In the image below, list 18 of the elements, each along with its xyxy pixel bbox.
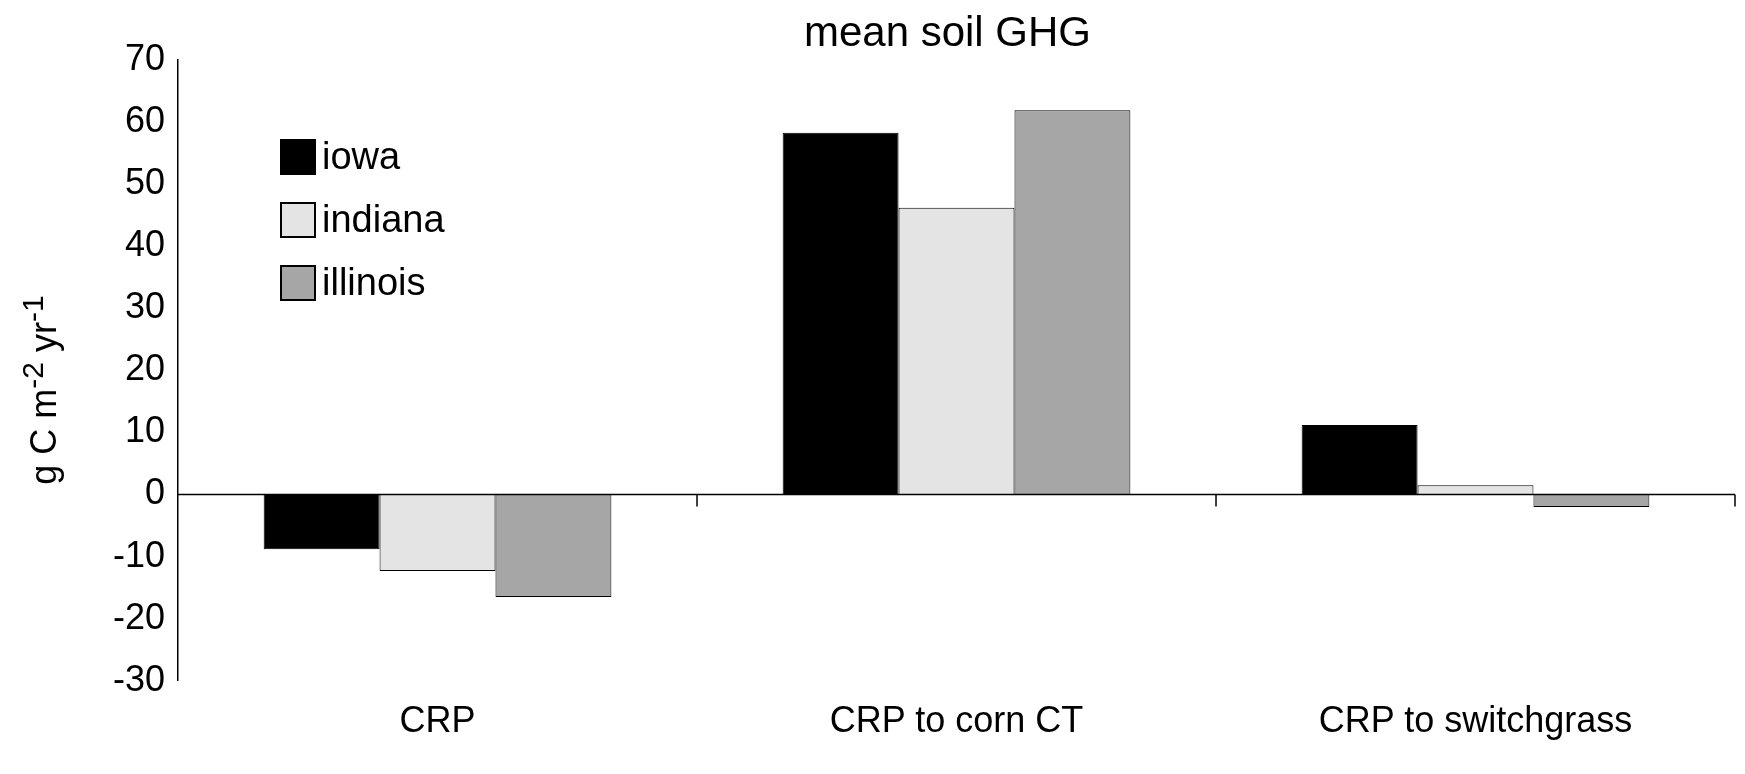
chart-title: mean soil GHG: [803, 8, 1092, 55]
legend-label: iowa: [322, 135, 401, 178]
x-tick-label: CRP to corn CT: [829, 699, 1084, 741]
y-tick-label: 60: [124, 99, 166, 140]
y-tick-label: -30: [113, 657, 166, 699]
x-tick-label: CRP to switchgrass: [1318, 699, 1633, 741]
y-tick-label: 70: [124, 36, 166, 78]
y-tick-label: 40: [124, 223, 166, 265]
y-tick-label: -20: [113, 595, 166, 637]
y-tick-label: 0: [145, 471, 166, 513]
y-tick-label: 30: [124, 285, 166, 327]
legend-label: illinois: [322, 261, 426, 304]
y-tick-label: 50: [124, 161, 166, 203]
y-tick-label: -10: [113, 533, 166, 575]
x-tick-label: CRP: [399, 699, 476, 741]
y-tick-label: 10: [124, 409, 166, 451]
legend-label: indiana: [322, 198, 445, 241]
y-tick-label: 20: [124, 347, 166, 389]
